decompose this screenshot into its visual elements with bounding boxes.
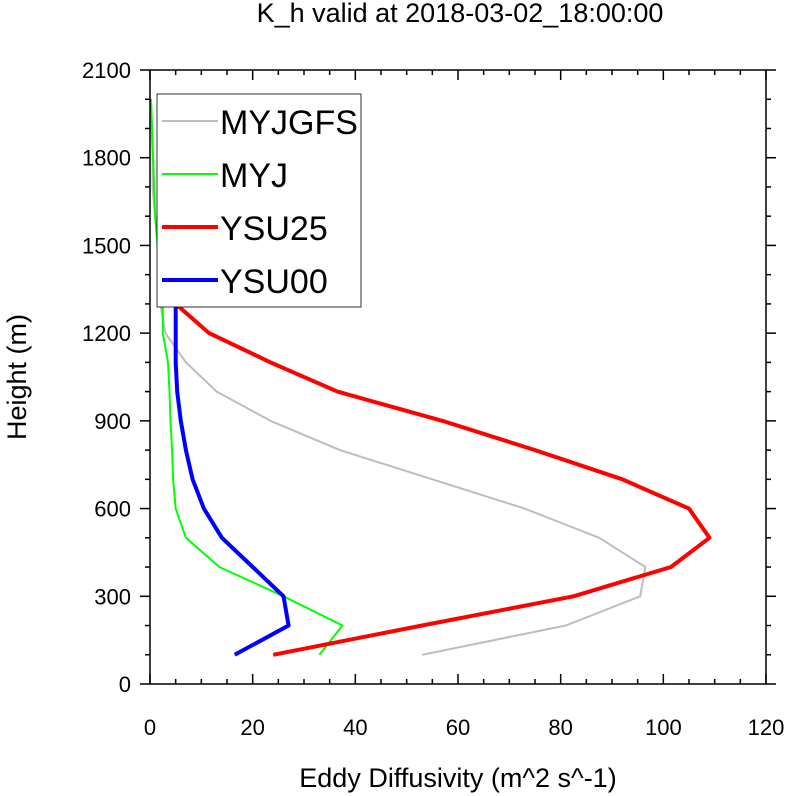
legend-label-ysu00: YSU00 [220,263,328,301]
x-tick-label: 20 [240,715,264,740]
y-axis-label: Height (m) [2,314,32,440]
x-tick-label: 40 [343,715,367,740]
legend-label-ysu25: YSU25 [220,210,328,248]
y-tick-label: 600 [94,497,131,522]
x-tick-label: 60 [446,715,470,740]
y-tick-label: 0 [119,672,131,697]
x-tick-label: 80 [548,715,572,740]
legend-label-myj: MYJ [220,157,288,195]
y-tick-label: 1800 [82,146,131,171]
y-tick-label: 1200 [82,321,131,346]
axis-ticks: 0 20 40 60 80 100 1200300600900120015001800210… [82,58,784,740]
y-tick-label: 900 [94,409,131,434]
x-tick-label: 0 [144,715,156,740]
series-line-myj [150,99,344,656]
x-axis-label: Eddy Diffusivity (m^2 s^-1) [299,763,616,793]
series-line-myjgfs [150,99,647,656]
legend-box [156,93,362,308]
legend: MYJGFS MYJ YSU25 YSU00 [156,93,362,308]
chart-title: K_h valid at 2018-03-02_18:00:00 [257,0,664,28]
y-tick-label: 300 [94,584,131,609]
x-tick-label: 100 [645,715,682,740]
x-tick-label: 120 [748,715,785,740]
y-tick-label: 1500 [82,233,131,258]
y-tick-label: 2100 [82,58,131,83]
legend-label-myjgfs: MYJGFS [220,104,358,142]
